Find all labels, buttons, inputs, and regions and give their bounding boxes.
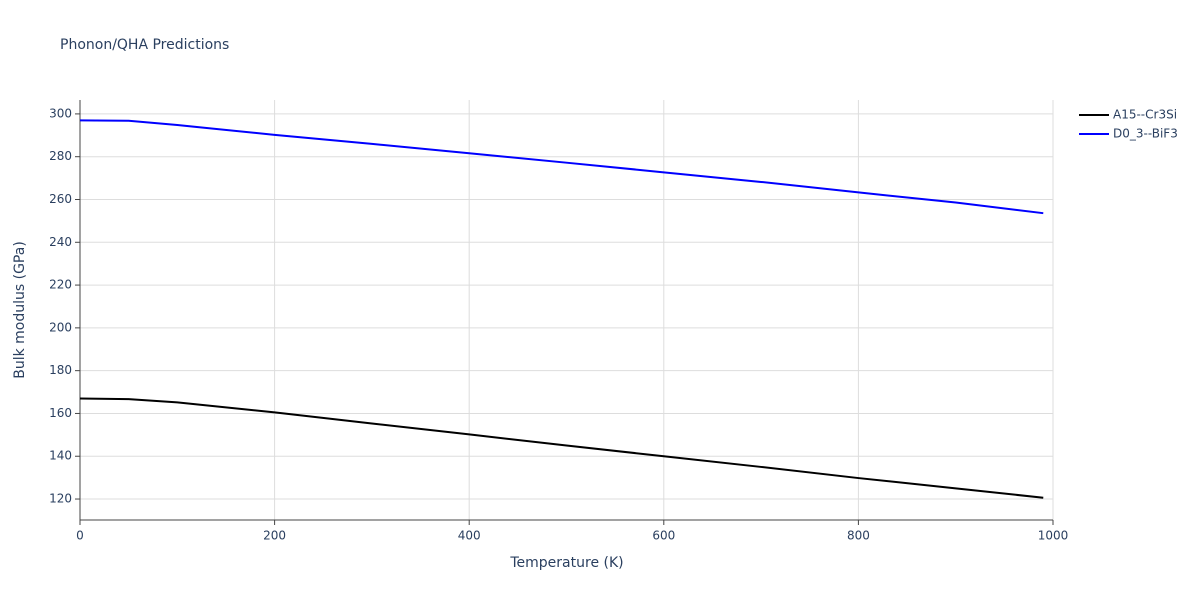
y-tick-label: 240 [49, 235, 72, 249]
y-tick-label: 220 [49, 278, 72, 292]
series-line [79, 397, 1044, 499]
x-tick-label: 1000 [1038, 529, 1069, 543]
x-tick-label: 800 [847, 529, 870, 543]
y-tick-label: 160 [49, 406, 72, 420]
y-tick-label: 200 [49, 320, 72, 334]
x-tick-label: 200 [263, 529, 286, 543]
series-line [79, 119, 1044, 215]
y-tick-label: 280 [49, 149, 72, 163]
y-tick-label: 140 [49, 449, 72, 463]
x-tick-label: 0 [76, 529, 84, 543]
y-tick-label: 120 [49, 492, 72, 506]
y-tick-label: 300 [49, 106, 72, 120]
y-tick-label: 260 [49, 192, 72, 206]
chart-title: Phonon/QHA Predictions [60, 37, 229, 53]
y-tick-label: 180 [49, 363, 72, 377]
x-tick-label: 600 [652, 529, 675, 543]
x-axis-title: Temperature (K) [509, 555, 623, 571]
x-tick-label: 400 [458, 529, 481, 543]
legend-label: A15--Cr3Si [1113, 108, 1177, 122]
legend-label: D0_3--BiF3 [1113, 127, 1178, 141]
y-axis-title: Bulk modulus (GPa) [12, 241, 28, 379]
